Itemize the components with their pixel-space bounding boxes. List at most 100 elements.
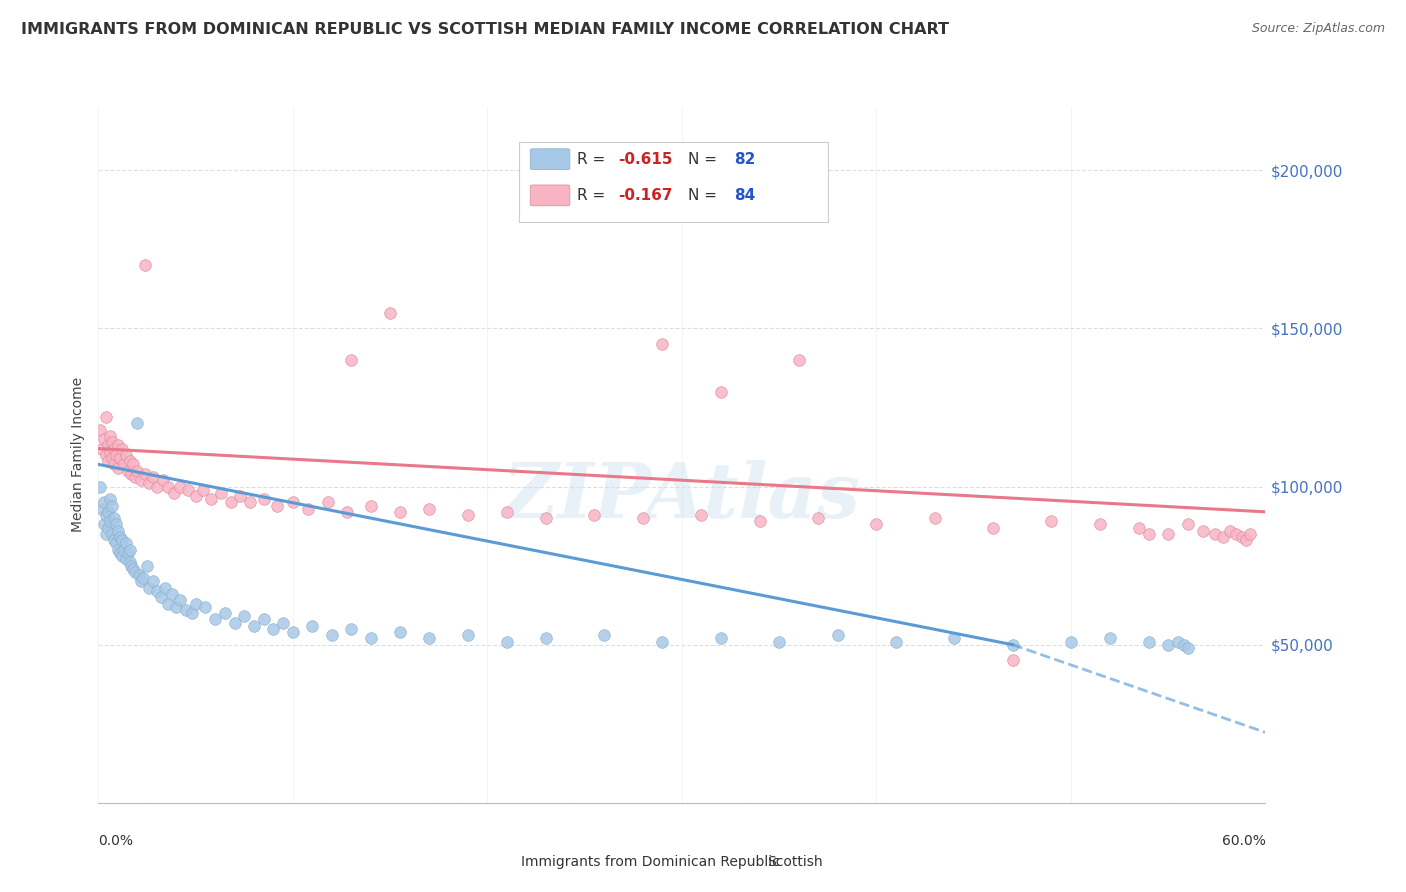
Point — [134, 258, 156, 272]
Point — [136, 558, 159, 573]
Point — [184, 489, 207, 503]
Point — [748, 514, 770, 528]
Text: 82: 82 — [734, 152, 756, 167]
Point — [583, 508, 606, 522]
Text: N =: N = — [688, 188, 721, 202]
Point — [266, 499, 288, 513]
Point — [128, 568, 150, 582]
Point — [101, 499, 124, 513]
Point — [138, 581, 160, 595]
FancyBboxPatch shape — [488, 855, 516, 871]
Point — [114, 448, 136, 462]
Point — [340, 622, 363, 636]
Point — [96, 409, 118, 424]
Point — [103, 511, 125, 525]
Text: ZIPAtlas: ZIPAtlas — [503, 459, 860, 533]
Point — [97, 454, 120, 468]
Point — [91, 501, 114, 516]
Point — [340, 353, 363, 368]
Point — [787, 353, 810, 368]
Point — [1157, 527, 1180, 541]
Point — [96, 527, 118, 541]
Point — [107, 524, 129, 538]
Point — [124, 470, 146, 484]
Point — [807, 511, 830, 525]
Point — [118, 454, 141, 468]
Point — [1173, 638, 1195, 652]
Point — [253, 492, 276, 507]
Point — [204, 612, 226, 626]
Point — [132, 571, 155, 585]
Point — [981, 521, 1004, 535]
Point — [93, 432, 115, 446]
Point — [93, 495, 115, 509]
Point — [457, 508, 479, 522]
Point — [104, 536, 127, 550]
Point — [111, 533, 134, 548]
Point — [229, 489, 252, 503]
Point — [98, 492, 121, 507]
Point — [321, 628, 343, 642]
Point — [1001, 638, 1024, 652]
Point — [127, 464, 149, 478]
Point — [108, 546, 131, 560]
Point — [1234, 533, 1257, 548]
Point — [103, 533, 125, 548]
Point — [457, 628, 479, 642]
Point — [146, 583, 169, 598]
Point — [1137, 527, 1160, 541]
Point — [360, 499, 382, 513]
Point — [152, 473, 174, 487]
Text: IMMIGRANTS FROM DOMINICAN REPUBLIC VS SCOTTISH MEDIAN FAMILY INCOME CORRELATION : IMMIGRANTS FROM DOMINICAN REPUBLIC VS SC… — [21, 22, 949, 37]
Point — [243, 618, 266, 632]
Point — [1225, 527, 1247, 541]
Point — [103, 442, 125, 456]
Point — [91, 442, 114, 456]
Point — [388, 625, 411, 640]
Point — [146, 479, 169, 493]
Text: -0.615: -0.615 — [617, 152, 672, 167]
Point — [169, 593, 191, 607]
Point — [93, 517, 115, 532]
Point — [336, 505, 359, 519]
Point — [122, 562, 145, 576]
Point — [1157, 638, 1180, 652]
Point — [101, 435, 124, 450]
Point — [1088, 517, 1111, 532]
Point — [117, 464, 139, 478]
Point — [943, 632, 966, 646]
Point — [149, 591, 172, 605]
Point — [117, 546, 139, 560]
Point — [200, 492, 222, 507]
Point — [96, 448, 118, 462]
Point — [107, 438, 129, 452]
Point — [360, 632, 382, 646]
Point — [157, 597, 180, 611]
Point — [96, 508, 118, 522]
Point — [112, 542, 135, 557]
Point — [1040, 514, 1063, 528]
Point — [214, 606, 236, 620]
Point — [174, 603, 197, 617]
Point — [162, 587, 184, 601]
Point — [631, 511, 654, 525]
FancyBboxPatch shape — [530, 185, 569, 206]
Point — [122, 458, 145, 472]
Point — [884, 634, 907, 648]
Point — [1177, 640, 1199, 655]
Point — [233, 609, 256, 624]
Point — [97, 505, 120, 519]
Point — [118, 556, 141, 570]
Point — [121, 558, 143, 573]
Point — [239, 495, 262, 509]
Point — [1230, 530, 1253, 544]
Point — [104, 448, 127, 462]
Point — [1192, 524, 1215, 538]
Point — [157, 479, 180, 493]
Point — [224, 615, 246, 630]
FancyBboxPatch shape — [530, 149, 569, 169]
Point — [194, 599, 217, 614]
Point — [271, 615, 294, 630]
Point — [163, 486, 186, 500]
Point — [184, 597, 207, 611]
